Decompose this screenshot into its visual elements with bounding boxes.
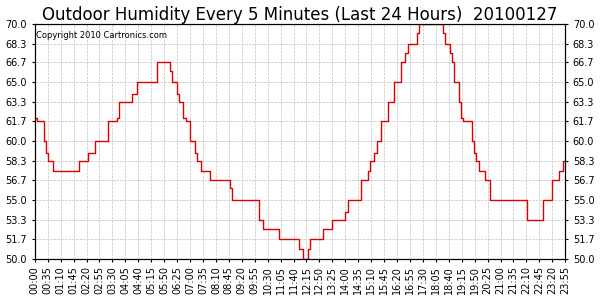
Text: Copyright 2010 Cartronics.com: Copyright 2010 Cartronics.com	[36, 31, 167, 40]
Title: Outdoor Humidity Every 5 Minutes (Last 24 Hours)  20100127: Outdoor Humidity Every 5 Minutes (Last 2…	[43, 6, 557, 24]
